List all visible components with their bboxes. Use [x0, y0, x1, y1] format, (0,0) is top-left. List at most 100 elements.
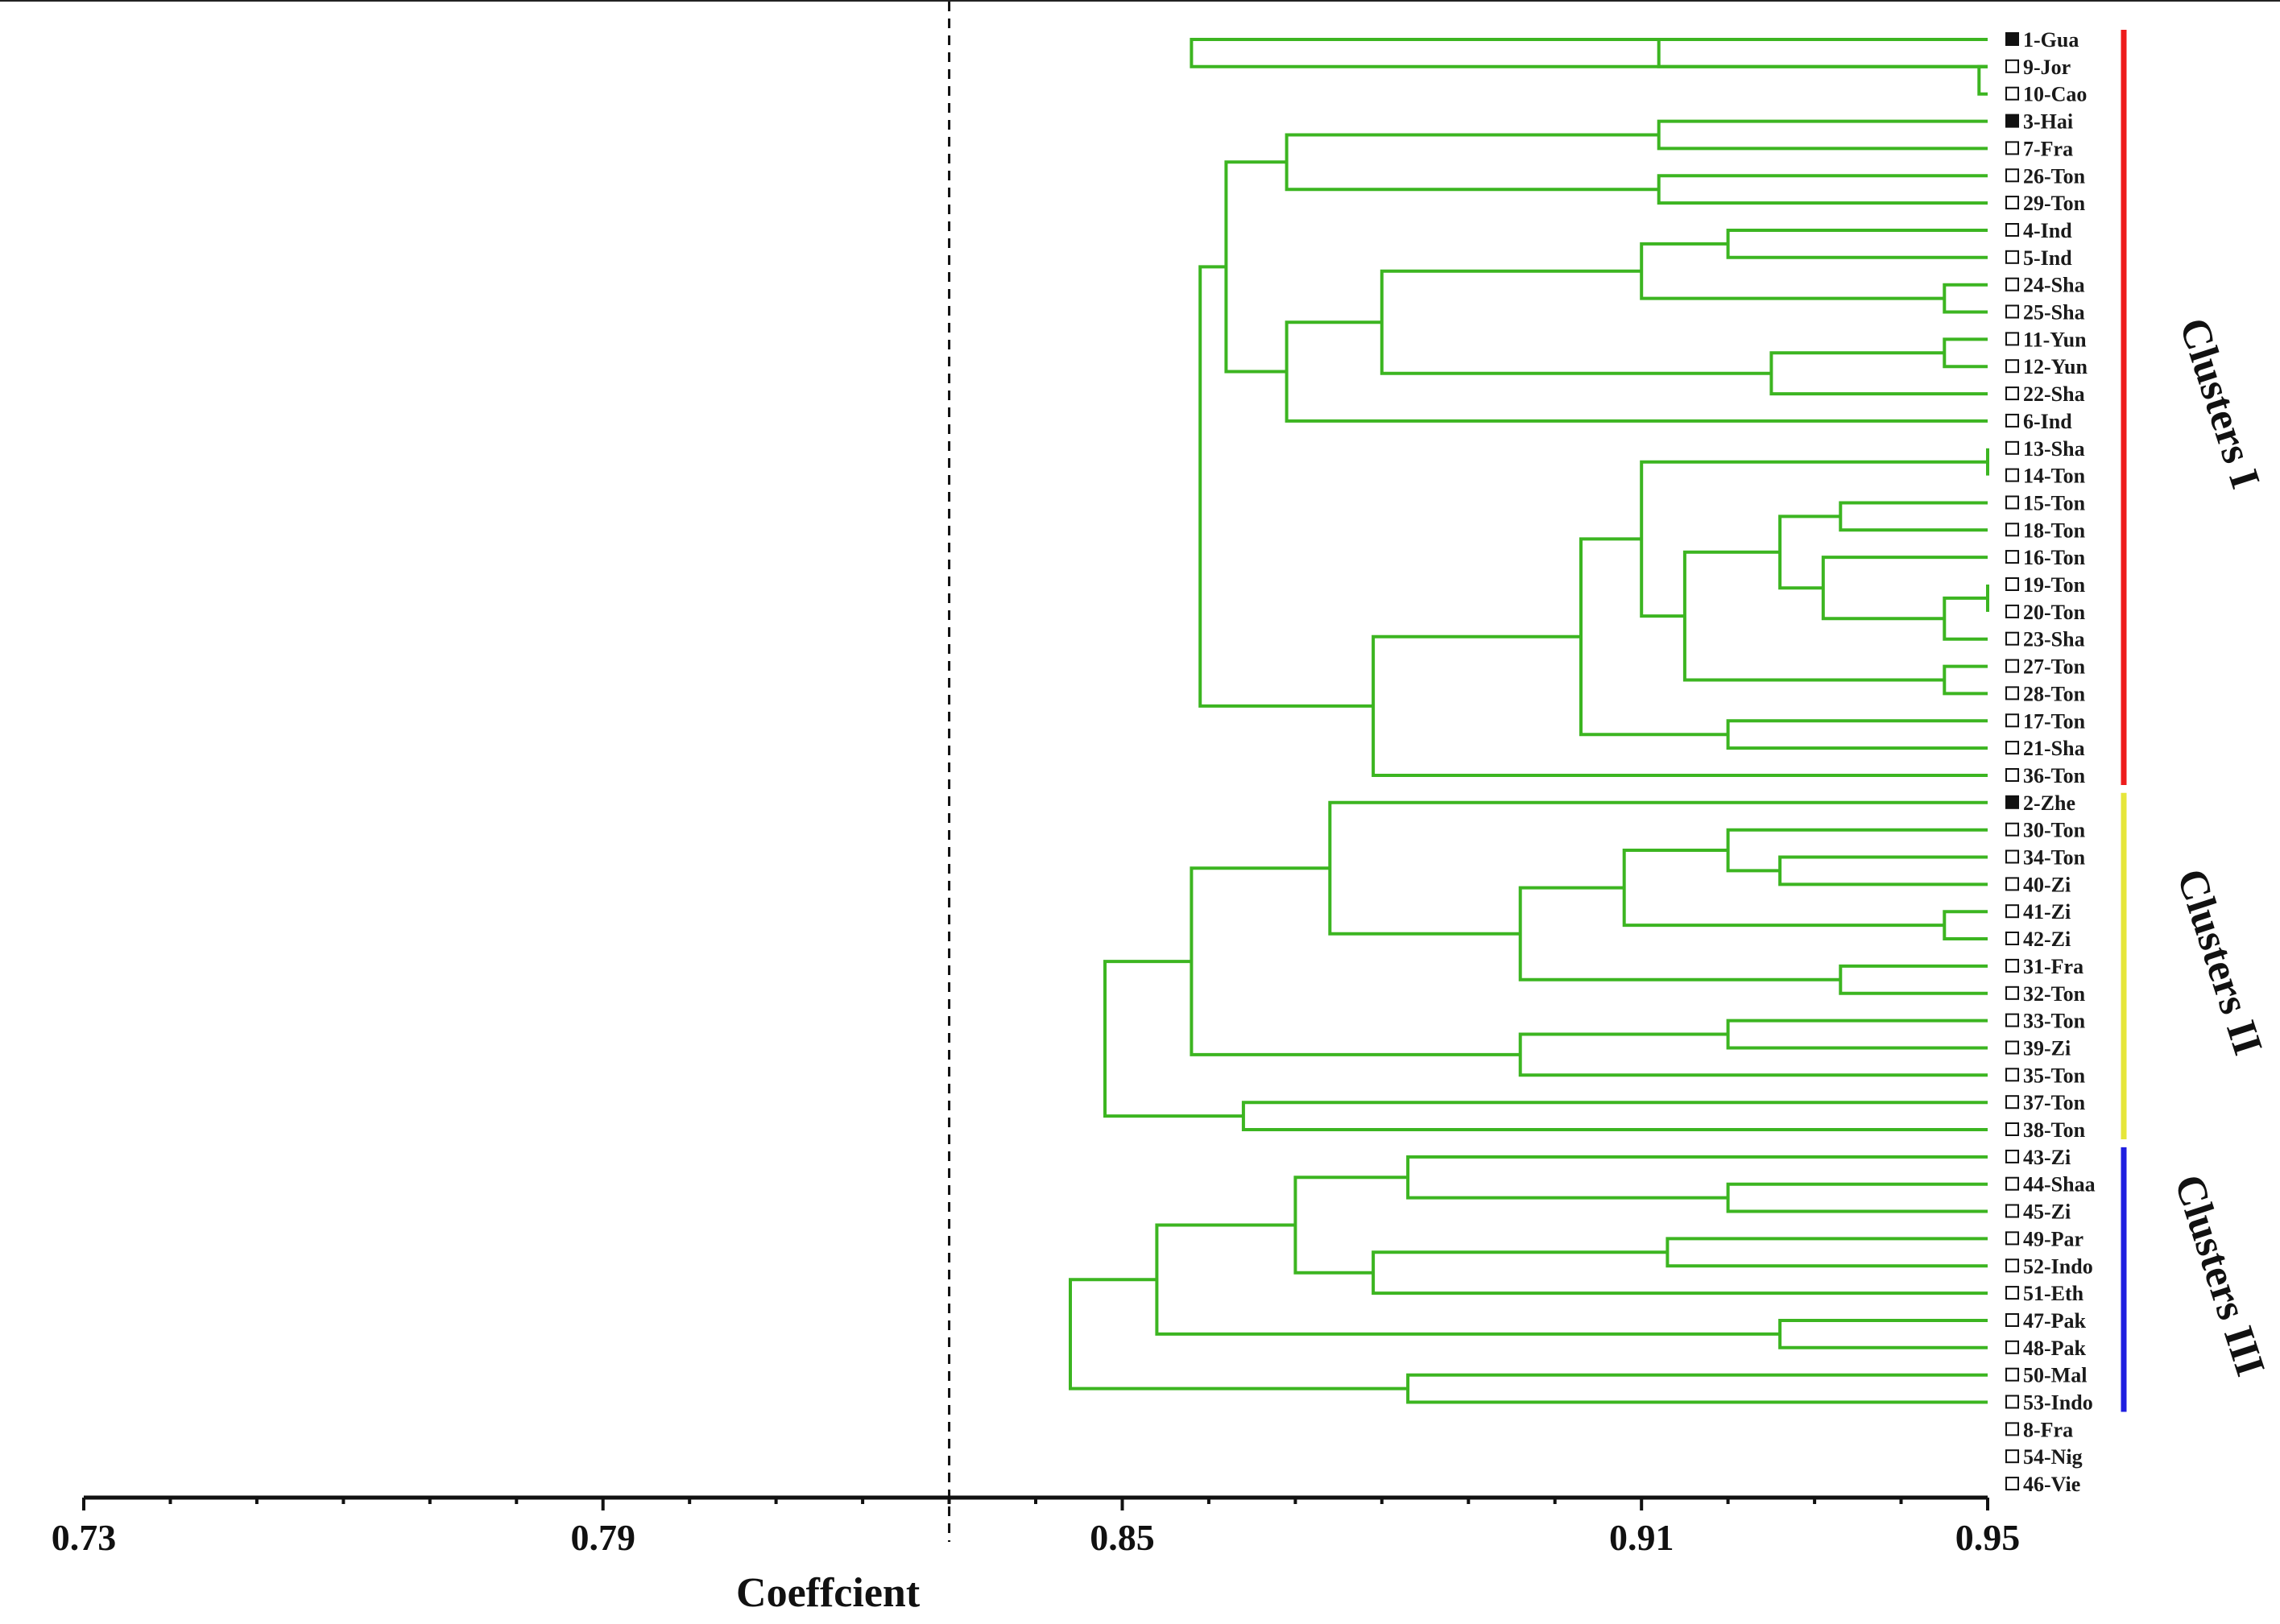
- merge-branch-37: [1190, 866, 1521, 1056]
- tick-label: 0.85: [1090, 1517, 1155, 1558]
- open-square-icon: [2005, 631, 2019, 646]
- leaf-label: 37-Ton: [2023, 1091, 2086, 1114]
- leaf-item: 13-Sha: [2005, 437, 2085, 461]
- open-square-icon: [2005, 1176, 2019, 1191]
- leaf-item: 38-Ton: [2005, 1118, 2086, 1142]
- leaf-item: 49-Par: [2005, 1227, 2083, 1250]
- filled-square-icon: [2005, 795, 2019, 809]
- leaf-item: 25-Sha: [2005, 301, 2085, 324]
- leaf-label: 16-Ton: [2023, 546, 2086, 569]
- open-square-icon: [2005, 1340, 2019, 1354]
- leaf-item: 19-Ton: [2005, 573, 2086, 597]
- leaf-label: 22-Sha: [2023, 382, 2085, 406]
- leaf-label: 30-Ton: [2023, 819, 2086, 842]
- tick-label: 0.91: [1609, 1517, 1674, 1558]
- leaf-item: 43-Zi: [2005, 1146, 2071, 1169]
- open-square-icon: [2005, 59, 2019, 73]
- leaf-label: 21-Sha: [2023, 737, 2085, 760]
- cluster-label: Clusters III: [2166, 1169, 2274, 1382]
- leaf-label: 43-Zi: [2023, 1146, 2071, 1169]
- leaf-label: 46-Vie: [2023, 1473, 2080, 1496]
- merge-branch-28: [1778, 855, 1988, 886]
- leaf-item: 28-Ton: [2005, 682, 2086, 705]
- merge-branch-5: [1285, 133, 1659, 192]
- leaf-item: 47-Pak: [2005, 1309, 2087, 1333]
- leaf-label: 11-Yun: [2023, 328, 2087, 351]
- leaf-label: 45-Zi: [2023, 1200, 2071, 1224]
- leaf-item: 21-Sha: [2005, 737, 2085, 760]
- open-square-icon: [2005, 1013, 2019, 1027]
- merge-branch-4: [1657, 174, 1988, 205]
- merge-branch-19: [1778, 514, 1841, 590]
- merge-branch-29: [1726, 828, 1988, 873]
- leaf-label: 23-Sha: [2023, 628, 2085, 651]
- merge-branch-24: [1579, 537, 1728, 737]
- leaf-label: 18-Ton: [2023, 519, 2086, 542]
- leaf-label: 42-Zi: [2023, 928, 2071, 951]
- leaf-label: 27-Ton: [2023, 655, 2086, 679]
- open-square-icon: [2005, 904, 2019, 919]
- leaf-label: 52-Indo: [2023, 1254, 2093, 1278]
- leaf-item: 16-Ton: [2005, 546, 2086, 569]
- leaf-label: 8-Fra: [2023, 1418, 2073, 1441]
- leaf-item: 53-Indo: [2005, 1391, 2093, 1415]
- leaf-item: 8-Fra: [2005, 1418, 2073, 1441]
- open-square-icon: [2005, 1231, 2019, 1246]
- merge-branch-48: [1406, 1373, 1988, 1404]
- leaf-item: 12-Yun: [2005, 355, 2088, 378]
- open-square-icon: [2005, 86, 2019, 101]
- open-square-icon: [2005, 168, 2019, 183]
- open-square-icon: [2005, 332, 2019, 346]
- leaf-item: 15-Ton: [2005, 492, 2086, 515]
- open-square-icon: [2005, 1204, 2019, 1218]
- leaf-label: 51-Eth: [2023, 1282, 2084, 1305]
- leaf-label: 33-Ton: [2023, 1010, 2086, 1033]
- merge-branch-3: [1657, 119, 1988, 151]
- dendrogram-branches: [1069, 38, 1989, 1404]
- leaf-label: 5-Ind: [2023, 246, 2072, 270]
- filled-square-icon: [2005, 114, 2019, 128]
- merge-branch-1: [1977, 64, 1988, 96]
- merge-branch-20: [1943, 664, 1988, 696]
- open-square-icon: [2005, 1367, 2019, 1382]
- leaf-item: 20-Ton: [2005, 601, 2086, 624]
- leaf-item: 33-Ton: [2005, 1010, 2086, 1033]
- leaf-item: 6-Ind: [2005, 410, 2072, 433]
- merge-branch-13: [1224, 160, 1287, 374]
- merge-branch-26: [1198, 265, 1374, 708]
- merge-branch-36: [1518, 1032, 1988, 1077]
- cluster-brackets: Clusters I Clusters II Clusters III: [2121, 30, 2274, 1412]
- merge-branch-32: [1839, 964, 1988, 995]
- leaf-label: 7-Fra: [2023, 137, 2073, 160]
- open-square-icon: [2005, 250, 2019, 264]
- open-square-icon: [2005, 849, 2019, 864]
- leaf-label: 32-Ton: [2023, 982, 2086, 1006]
- leaf-labels: 1-Gua 9-Jor 10-Cao 3-Hai 7-Fra 26-Ton 29-Ton 4-…: [2005, 28, 2096, 1496]
- leaf-item: 3-Hai: [2005, 110, 2073, 134]
- open-square-icon: [2005, 1286, 2019, 1300]
- open-square-icon: [2005, 1149, 2019, 1163]
- open-square-icon: [2005, 413, 2019, 428]
- leaf-item: 54-Nig: [2005, 1445, 2083, 1469]
- merge-branch-21: [1682, 550, 1945, 682]
- merge-branch-8: [1640, 242, 1945, 300]
- open-square-icon: [2005, 1477, 2019, 1491]
- merge-branch-0: [1657, 38, 1988, 68]
- open-square-icon: [2005, 1122, 2019, 1136]
- leaf-label: 19-Ton: [2023, 573, 2086, 597]
- leaf-label: 35-Ton: [2023, 1064, 2086, 1087]
- merge-branch-18: [1821, 556, 1988, 621]
- open-square-icon: [2005, 468, 2019, 482]
- leaf-item: 1-Gua: [2005, 28, 2079, 52]
- leaf-item: 35-Ton: [2005, 1064, 2086, 1087]
- open-square-icon: [2005, 277, 2019, 291]
- leaf-label: 15-Ton: [2023, 492, 2086, 515]
- leaf-label: 24-Sha: [2023, 274, 2085, 297]
- leaf-label: 36-Ton: [2023, 764, 2086, 787]
- open-square-icon: [2005, 495, 2019, 510]
- open-square-icon: [2005, 577, 2019, 591]
- leaf-item: 2-Zhe: [2005, 791, 2075, 815]
- leaf-item: 42-Zi: [2005, 928, 2071, 951]
- merge-branch-25: [1372, 634, 1988, 777]
- leaf-label: 28-Ton: [2023, 682, 2086, 705]
